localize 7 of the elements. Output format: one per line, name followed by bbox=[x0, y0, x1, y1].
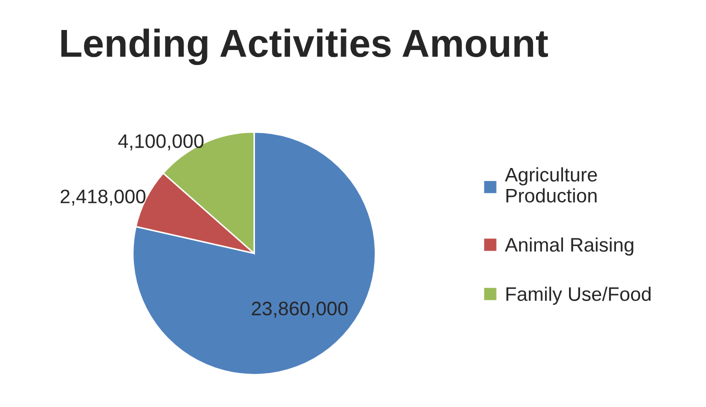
data-label: 4,100,000 bbox=[118, 134, 204, 150]
data-label: 2,418,000 bbox=[60, 190, 146, 206]
legend-label: Family Use/Food bbox=[506, 286, 651, 305]
chart-title: Lending Activities Amount bbox=[61, 28, 548, 66]
data-label: 23,860,000 bbox=[252, 302, 348, 318]
legend-label: Agriculture Production bbox=[504, 167, 597, 203]
legend-label: Animal Raising bbox=[504, 237, 634, 256]
